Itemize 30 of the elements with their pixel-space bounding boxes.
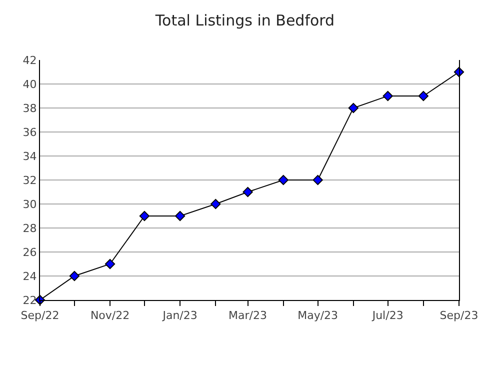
x-tick-label: Jul/23	[371, 309, 404, 322]
y-tick-label: 38	[22, 102, 37, 115]
x-tick-label: Sep/23	[440, 309, 478, 322]
point	[69, 270, 80, 282]
point	[418, 90, 428, 102]
x-tick-label: Nov/22	[90, 309, 130, 322]
point	[175, 210, 186, 222]
chart-title: Total Listings in Bedford	[154, 12, 335, 30]
y-tick-label: 26	[22, 246, 37, 259]
x-tick-label: Jan/23	[162, 309, 198, 322]
y-tick-label: 42	[22, 54, 37, 67]
y-tick-label: 28	[22, 222, 37, 235]
y-tick-label: 30	[22, 198, 37, 211]
point	[139, 210, 150, 222]
y-tick-label: 32	[22, 174, 37, 187]
y-tick-label: 34	[22, 150, 37, 163]
point	[348, 102, 358, 114]
x-tick-label: Sep/22	[20, 309, 60, 322]
point	[104, 258, 116, 270]
y-tick-label: 24	[22, 270, 37, 283]
y-tick-label: 22	[22, 294, 37, 307]
point	[278, 174, 288, 186]
x-tick-label: May/23	[298, 309, 338, 322]
y-tick-label: 36	[22, 126, 37, 139]
point	[382, 90, 393, 102]
point	[242, 186, 253, 198]
point	[312, 174, 323, 186]
y-tick-label: 40	[22, 78, 37, 91]
point	[210, 198, 221, 210]
x-tick-label: Mar/23	[228, 309, 268, 322]
